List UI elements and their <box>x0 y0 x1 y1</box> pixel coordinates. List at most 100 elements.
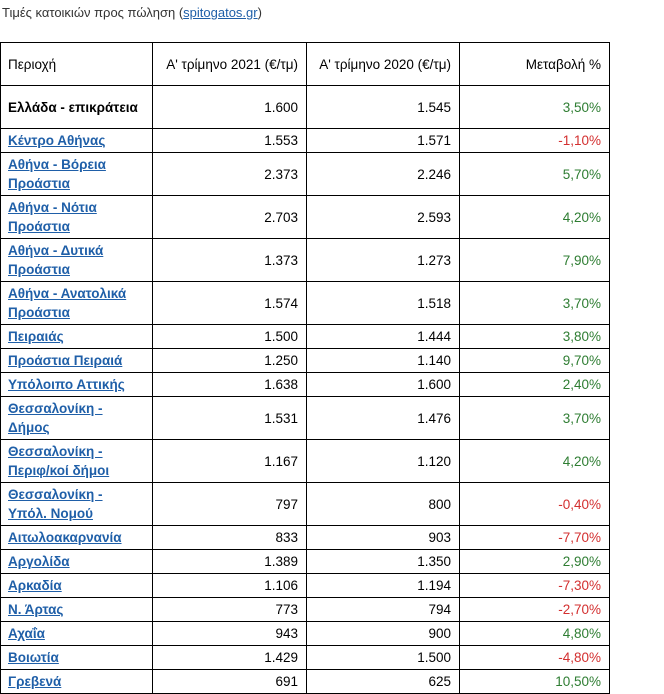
region-cell: Αχαΐα <box>0 621 153 646</box>
price-2021-cell: 833 <box>152 525 307 550</box>
table-row: Αθήνα - Ανατολικά Προάστια 1.574 1.518 3,70… <box>0 281 610 325</box>
region-link[interactable]: Ν. Άρτας <box>8 602 64 617</box>
change-cell: 3,70% <box>459 281 610 325</box>
price-2020-cell: 1.350 <box>306 549 460 574</box>
table-row: Κέντρο Αθήνας 1.553 1.571 -1,10% <box>0 128 610 153</box>
price-2020-cell: 1.273 <box>306 238 460 282</box>
region-cell: Ν. Άρτας <box>0 597 153 622</box>
table-row: Πειραιάς 1.500 1.444 3,80% <box>0 324 610 349</box>
price-2021-cell: 1.638 <box>152 372 307 397</box>
price-2021-cell: 1.250 <box>152 348 307 373</box>
price-2021-cell: 1.500 <box>152 324 307 349</box>
region-cell: Κέντρο Αθήνας <box>0 128 153 153</box>
change-cell: 3,70% <box>459 396 610 440</box>
price-2020-cell: 1.518 <box>306 281 460 325</box>
region-link[interactable]: Θεσσαλονίκη - Δήμος <box>8 401 103 435</box>
region-cell: Προάστια Πειραιά <box>0 348 153 373</box>
table-row: Προάστια Πειραιά 1.250 1.140 9,70% <box>0 348 610 373</box>
price-2020-cell: 1.194 <box>306 573 460 598</box>
price-2021-cell: 1.429 <box>152 645 307 670</box>
region-label: Ελλάδα - επικράτεια <box>8 99 138 115</box>
region-link[interactable]: Αθήνα - Ανατολικά Προάστια <box>8 286 127 320</box>
change-cell: -4,80% <box>459 645 610 670</box>
table-row: Αθήνα - Νότια Προάστια 2.703 2.593 4,20% <box>0 195 610 239</box>
region-link[interactable]: Θεσσαλονίκη - Περιφ/κοί δήμοι <box>8 444 110 478</box>
region-link[interactable]: Γρεβενά <box>8 674 62 689</box>
table-body: Ελλάδα - επικράτεια 1.600 1.545 3,50% Κέντρο… <box>0 85 610 694</box>
change-cell: 3,80% <box>459 324 610 349</box>
change-cell: 3,50% <box>459 85 610 129</box>
header-q1-2021: Α' τρίμηνο 2021 (€/τμ) <box>152 42 307 86</box>
region-cell: Αθήνα - Νότια Προάστια <box>0 195 153 239</box>
table-row: Αιτωλοακαρνανία 833 903 -7,70% <box>0 525 610 550</box>
table-row: Θεσσαλονίκη - Περιφ/κοί δήμοι 1.167 1.120 4… <box>0 439 610 483</box>
region-link[interactable]: Υπόλοιπο Αττικής <box>8 377 125 392</box>
price-2020-cell: 1.600 <box>306 372 460 397</box>
price-2021-cell: 1.167 <box>152 439 307 483</box>
price-2020-cell: 625 <box>306 669 460 694</box>
region-link[interactable]: Θεσσαλονίκη - Υπόλ. Νομού <box>8 487 103 521</box>
region-cell: Ελλάδα - επικράτεια <box>0 85 153 129</box>
region-link[interactable]: Αχαΐα <box>8 626 45 641</box>
change-cell: -1,10% <box>459 128 610 153</box>
change-cell: 2,90% <box>459 549 610 574</box>
region-cell: Θεσσαλονίκη - Περιφ/κοί δήμοι <box>0 439 153 483</box>
price-2021-cell: 1.574 <box>152 281 307 325</box>
price-2020-cell: 794 <box>306 597 460 622</box>
price-2020-cell: 1.545 <box>306 85 460 129</box>
caption-prefix: Τιμές κατοικιών προς πώληση ( <box>2 5 184 20</box>
change-cell: 7,90% <box>459 238 610 282</box>
region-cell: Αθήνα - Ανατολικά Προάστια <box>0 281 153 325</box>
price-2020-cell: 1.120 <box>306 439 460 483</box>
price-2021-cell: 1.106 <box>152 573 307 598</box>
price-2021-cell: 1.389 <box>152 549 307 574</box>
price-2021-cell: 1.373 <box>152 238 307 282</box>
price-2020-cell: 1.476 <box>306 396 460 440</box>
region-link[interactable]: Βοιωτία <box>8 650 59 665</box>
table-row: Ν. Άρτας 773 794 -2,70% <box>0 597 610 622</box>
region-link[interactable]: Αρκαδία <box>8 578 62 593</box>
change-cell: 2,40% <box>459 372 610 397</box>
region-link[interactable]: Κέντρο Αθήνας <box>8 133 106 148</box>
price-2021-cell: 2.703 <box>152 195 307 239</box>
price-2020-cell: 800 <box>306 482 460 526</box>
table-caption: Τιμές κατοικιών προς πώληση (spitogatos.… <box>2 4 262 22</box>
region-cell: Αθήνα - Βόρεια Προάστια <box>0 152 153 196</box>
region-cell: Αρκαδία <box>0 573 153 598</box>
region-link[interactable]: Αθήνα - Βόρεια Προάστια <box>8 157 106 191</box>
price-2021-cell: 773 <box>152 597 307 622</box>
table-row: Υπόλοιπο Αττικής 1.638 1.600 2,40% <box>0 372 610 397</box>
region-link[interactable]: Αθήνα - Δυτικά Προάστια <box>8 243 104 277</box>
change-cell: 4,80% <box>459 621 610 646</box>
region-link[interactable]: Αργολίδα <box>8 554 70 569</box>
region-link[interactable]: Προάστια Πειραιά <box>8 353 123 368</box>
region-link[interactable]: Αιτωλοακαρνανία <box>8 530 122 545</box>
region-cell: Υπόλοιπο Αττικής <box>0 372 153 397</box>
change-cell: 4,20% <box>459 439 610 483</box>
table-row: Θεσσαλονίκη - Υπόλ. Νομού 797 800 -0,40% <box>0 482 610 526</box>
region-link[interactable]: Πειραιάς <box>8 329 64 344</box>
price-2021-cell: 1.600 <box>152 85 307 129</box>
region-cell: Θεσσαλονίκη - Υπόλ. Νομού <box>0 482 153 526</box>
region-cell: Θεσσαλονίκη - Δήμος <box>0 396 153 440</box>
header-region: Περιοχή <box>0 42 153 86</box>
region-link[interactable]: Αθήνα - Νότια Προάστια <box>8 200 97 234</box>
table-row: Ελλάδα - επικράτεια 1.600 1.545 3,50% <box>0 85 610 129</box>
price-2020-cell: 2.593 <box>306 195 460 239</box>
change-cell: 10,50% <box>459 669 610 694</box>
table-row: Αργολίδα 1.389 1.350 2,90% <box>0 549 610 574</box>
change-cell: -7,70% <box>459 525 610 550</box>
change-cell: 9,70% <box>459 348 610 373</box>
table-row: Γρεβενά 691 625 10,50% <box>0 669 610 694</box>
price-2021-cell: 1.553 <box>152 128 307 153</box>
change-cell: 4,20% <box>459 195 610 239</box>
price-2021-cell: 691 <box>152 669 307 694</box>
price-2020-cell: 1.444 <box>306 324 460 349</box>
prices-table: Περιοχή Α' τρίμηνο 2021 (€/τμ) Α' τρίμην… <box>0 42 610 694</box>
header-q1-2020: Α' τρίμηνο 2020 (€/τμ) <box>306 42 460 86</box>
price-2020-cell: 1.500 <box>306 645 460 670</box>
price-2020-cell: 2.246 <box>306 152 460 196</box>
table-row: Αθήνα - Βόρεια Προάστια 2.373 2.246 5,70% <box>0 152 610 196</box>
source-link[interactable]: spitogatos.gr <box>183 5 258 20</box>
change-cell: -7,30% <box>459 573 610 598</box>
